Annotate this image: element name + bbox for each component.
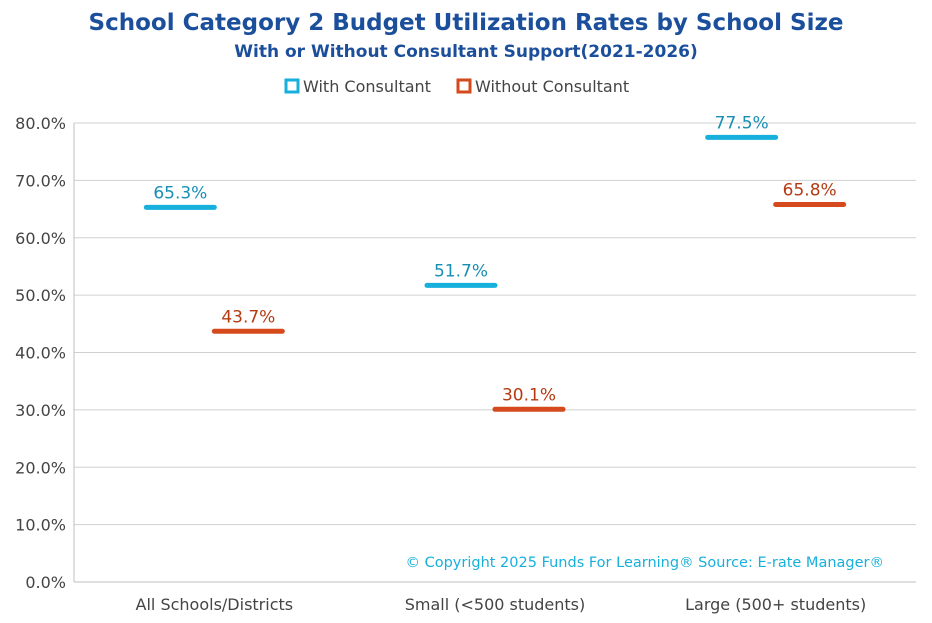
data-marks: 65.3% 43.7% 51.7% 30.1% 77.5% 65.8% — [143, 113, 847, 412]
y-tick-label: 30.0% — [15, 401, 66, 420]
y-tick-label: 60.0% — [15, 229, 66, 248]
data-label: 51.7% — [434, 261, 488, 281]
chart-subtitle: With or Without Consultant Support(2021-… — [234, 42, 698, 62]
x-tick-label: All Schools/Districts — [136, 595, 294, 614]
data-label: 77.5% — [715, 113, 769, 133]
legend: With Consultant Without Consultant — [284, 77, 629, 96]
x-tick-label: Large (500+ students) — [685, 595, 866, 614]
legend-swatch-without-consultant — [456, 78, 472, 94]
data-label: 43.7% — [221, 307, 275, 327]
y-tick-label: 0.0% — [25, 573, 66, 592]
chart-title: School Category 2 Budget Utilization Rat… — [89, 10, 844, 36]
x-axis: All Schools/Districts Small (<500 student… — [74, 581, 916, 614]
data-label: 30.1% — [502, 385, 556, 405]
y-tick-label: 20.0% — [15, 458, 66, 477]
data-label: 65.3% — [153, 183, 207, 203]
legend-swatch-with-consultant — [284, 78, 300, 94]
data-label: 65.8% — [783, 180, 837, 200]
y-tick-label: 50.0% — [15, 286, 66, 305]
y-axis: 0.0% 10.0% 20.0% 30.0% 40.0% 50.0% 60.0% 70.0% 8… — [15, 114, 75, 592]
y-tick-label: 10.0% — [15, 516, 66, 535]
legend-label-without-consultant: Without Consultant — [475, 77, 629, 96]
x-tick-label: Small (<500 students) — [405, 595, 586, 614]
copyright-annotation: © Copyright 2025 Funds For Learning® Sou… — [405, 555, 884, 571]
y-tick-label: 40.0% — [15, 344, 66, 363]
y-tick-label: 80.0% — [15, 114, 66, 133]
y-tick-label: 70.0% — [15, 171, 66, 190]
legend-label-with-consultant: With Consultant — [303, 77, 431, 96]
